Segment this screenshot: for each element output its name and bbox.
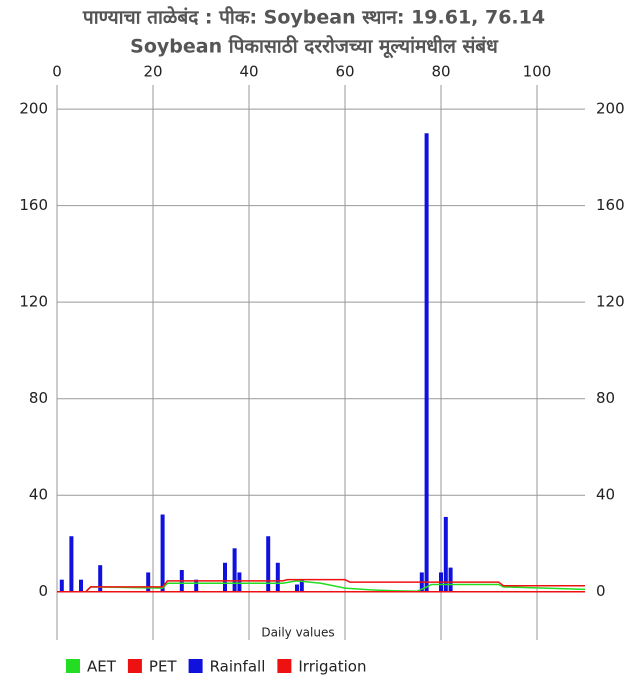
rainfall-bar	[98, 565, 103, 592]
series-line	[57, 580, 586, 593]
rainfall-bar	[59, 579, 64, 592]
rainfall-bar	[275, 562, 280, 592]
legend-label: PET	[149, 658, 178, 676]
chart-title: पाण्याचा ताळेबंद : पीक: Soybean स्थान: 1…	[82, 6, 545, 29]
x-axis-label: Daily values	[261, 626, 334, 640]
y-tick-label: 120	[19, 293, 48, 311]
y2-tick-label: 40	[596, 486, 615, 504]
x-tick-label: 80	[431, 63, 450, 81]
y2-tick-label: 0	[596, 582, 606, 600]
y-tick-label: 200	[19, 100, 48, 118]
series-line	[57, 578, 585, 593]
y2-tick-label: 160	[596, 196, 625, 214]
x-tick-label: 60	[335, 63, 354, 81]
y-tick-label: 0	[38, 582, 48, 600]
legend-swatch	[127, 659, 142, 673]
rainfall-bar	[160, 514, 165, 592]
rainfall-bar	[223, 562, 227, 592]
legend-swatch	[188, 659, 203, 673]
rainfall-bar	[299, 579, 304, 592]
y2-tick-label: 120	[596, 293, 625, 311]
x-tick-label: 40	[239, 63, 258, 81]
chart-subtitle: Soybean पिकासाठी दररोजच्या मूल्यांमधील स…	[130, 35, 499, 59]
rainfall-bar	[69, 536, 74, 592]
legend-label: AET	[87, 658, 117, 676]
y-tick-label: 160	[19, 196, 48, 214]
rainfall-bar	[295, 584, 299, 592]
y2-tick-label: 200	[596, 100, 625, 118]
rainfall-bar	[424, 133, 429, 592]
x-tick-label: 20	[143, 63, 162, 81]
rainfall-bar	[146, 572, 151, 592]
rainfall-bar	[448, 567, 453, 592]
rainfall-bar	[79, 579, 83, 592]
legend-swatch	[66, 659, 80, 673]
y-tick-label: 80	[29, 389, 48, 407]
rainfall-bar	[232, 548, 237, 592]
legend-label: Rainfall	[210, 658, 266, 676]
legend-swatch	[277, 659, 292, 673]
rainfall-bar	[443, 516, 448, 592]
x-tick-label: 0	[52, 63, 62, 81]
y-tick-label: 40	[29, 486, 48, 504]
rainfall-bar	[194, 579, 199, 592]
rainfall-bar	[237, 572, 242, 592]
x-tick-label: 100	[523, 63, 552, 81]
rainfall-bar	[266, 536, 271, 592]
legend-label: Irrigation	[298, 658, 366, 676]
y2-tick-label: 80	[596, 389, 615, 407]
